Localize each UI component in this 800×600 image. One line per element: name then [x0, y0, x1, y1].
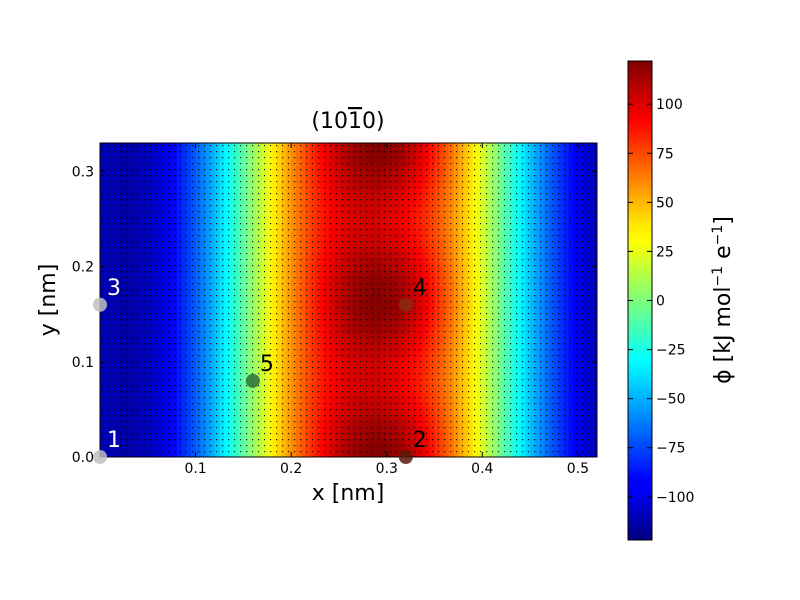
cb-tick-label: 25	[656, 244, 674, 260]
x-axis-label: x [nm]	[312, 481, 385, 506]
cb-tick-label: 50	[656, 195, 674, 211]
colorbar-label: ϕ [kJ mol−1 e−1]	[710, 216, 736, 384]
x-tick-label: 0.1	[184, 461, 206, 477]
point-label: 2	[413, 428, 427, 453]
point-marker	[398, 297, 413, 312]
grid-point-overlay	[100, 143, 597, 457]
cb-tick-label: 100	[656, 97, 683, 113]
marked-points: 1 2 3 4 5	[93, 276, 427, 464]
y-tick-label: 0.2	[72, 260, 94, 276]
cb-tick-label: −100	[656, 490, 694, 506]
point-label: 3	[107, 276, 121, 301]
cb-tick-label: 0	[656, 294, 665, 310]
cb-tick-label: −50	[656, 392, 686, 408]
title-overbar-digit: 1	[348, 109, 362, 134]
x-tick-label: 0.5	[567, 461, 589, 477]
x-tick-label: 0.3	[376, 461, 398, 477]
cb-tick-label: −25	[656, 343, 686, 359]
cb-label-sup-2: −1	[710, 225, 726, 246]
point-marker	[93, 297, 107, 312]
heatmap-area	[100, 143, 597, 457]
cb-tick-label: 75	[656, 146, 674, 162]
x-tick-label: 0.4	[471, 461, 493, 477]
point-marker	[245, 373, 260, 388]
cb-tick-label: −75	[656, 441, 686, 457]
point-label: 5	[260, 352, 274, 377]
point-label: 1	[107, 428, 121, 453]
x-axis-ticks: 0.1 0.2 0.3 0.4 0.5	[184, 143, 589, 477]
point-marker	[398, 450, 413, 464]
colorbar-ticks: −100 −75 −50 −25 0 25 50 75 100	[628, 97, 694, 506]
point-label: 4	[413, 276, 427, 301]
x-tick-label: 0.2	[280, 461, 302, 477]
y-tick-label: 0.3	[72, 165, 94, 181]
y-axis-label: y [nm]	[36, 264, 61, 337]
chart-title: (1010)	[311, 109, 384, 134]
y-tick-label: 0.0	[72, 450, 94, 466]
y-tick-label: 0.1	[72, 355, 94, 371]
cb-label-sup-1: −1	[710, 266, 726, 287]
y-axis-ticks: 0.0 0.1 0.2 0.3	[72, 165, 597, 466]
point-marker	[93, 450, 107, 464]
